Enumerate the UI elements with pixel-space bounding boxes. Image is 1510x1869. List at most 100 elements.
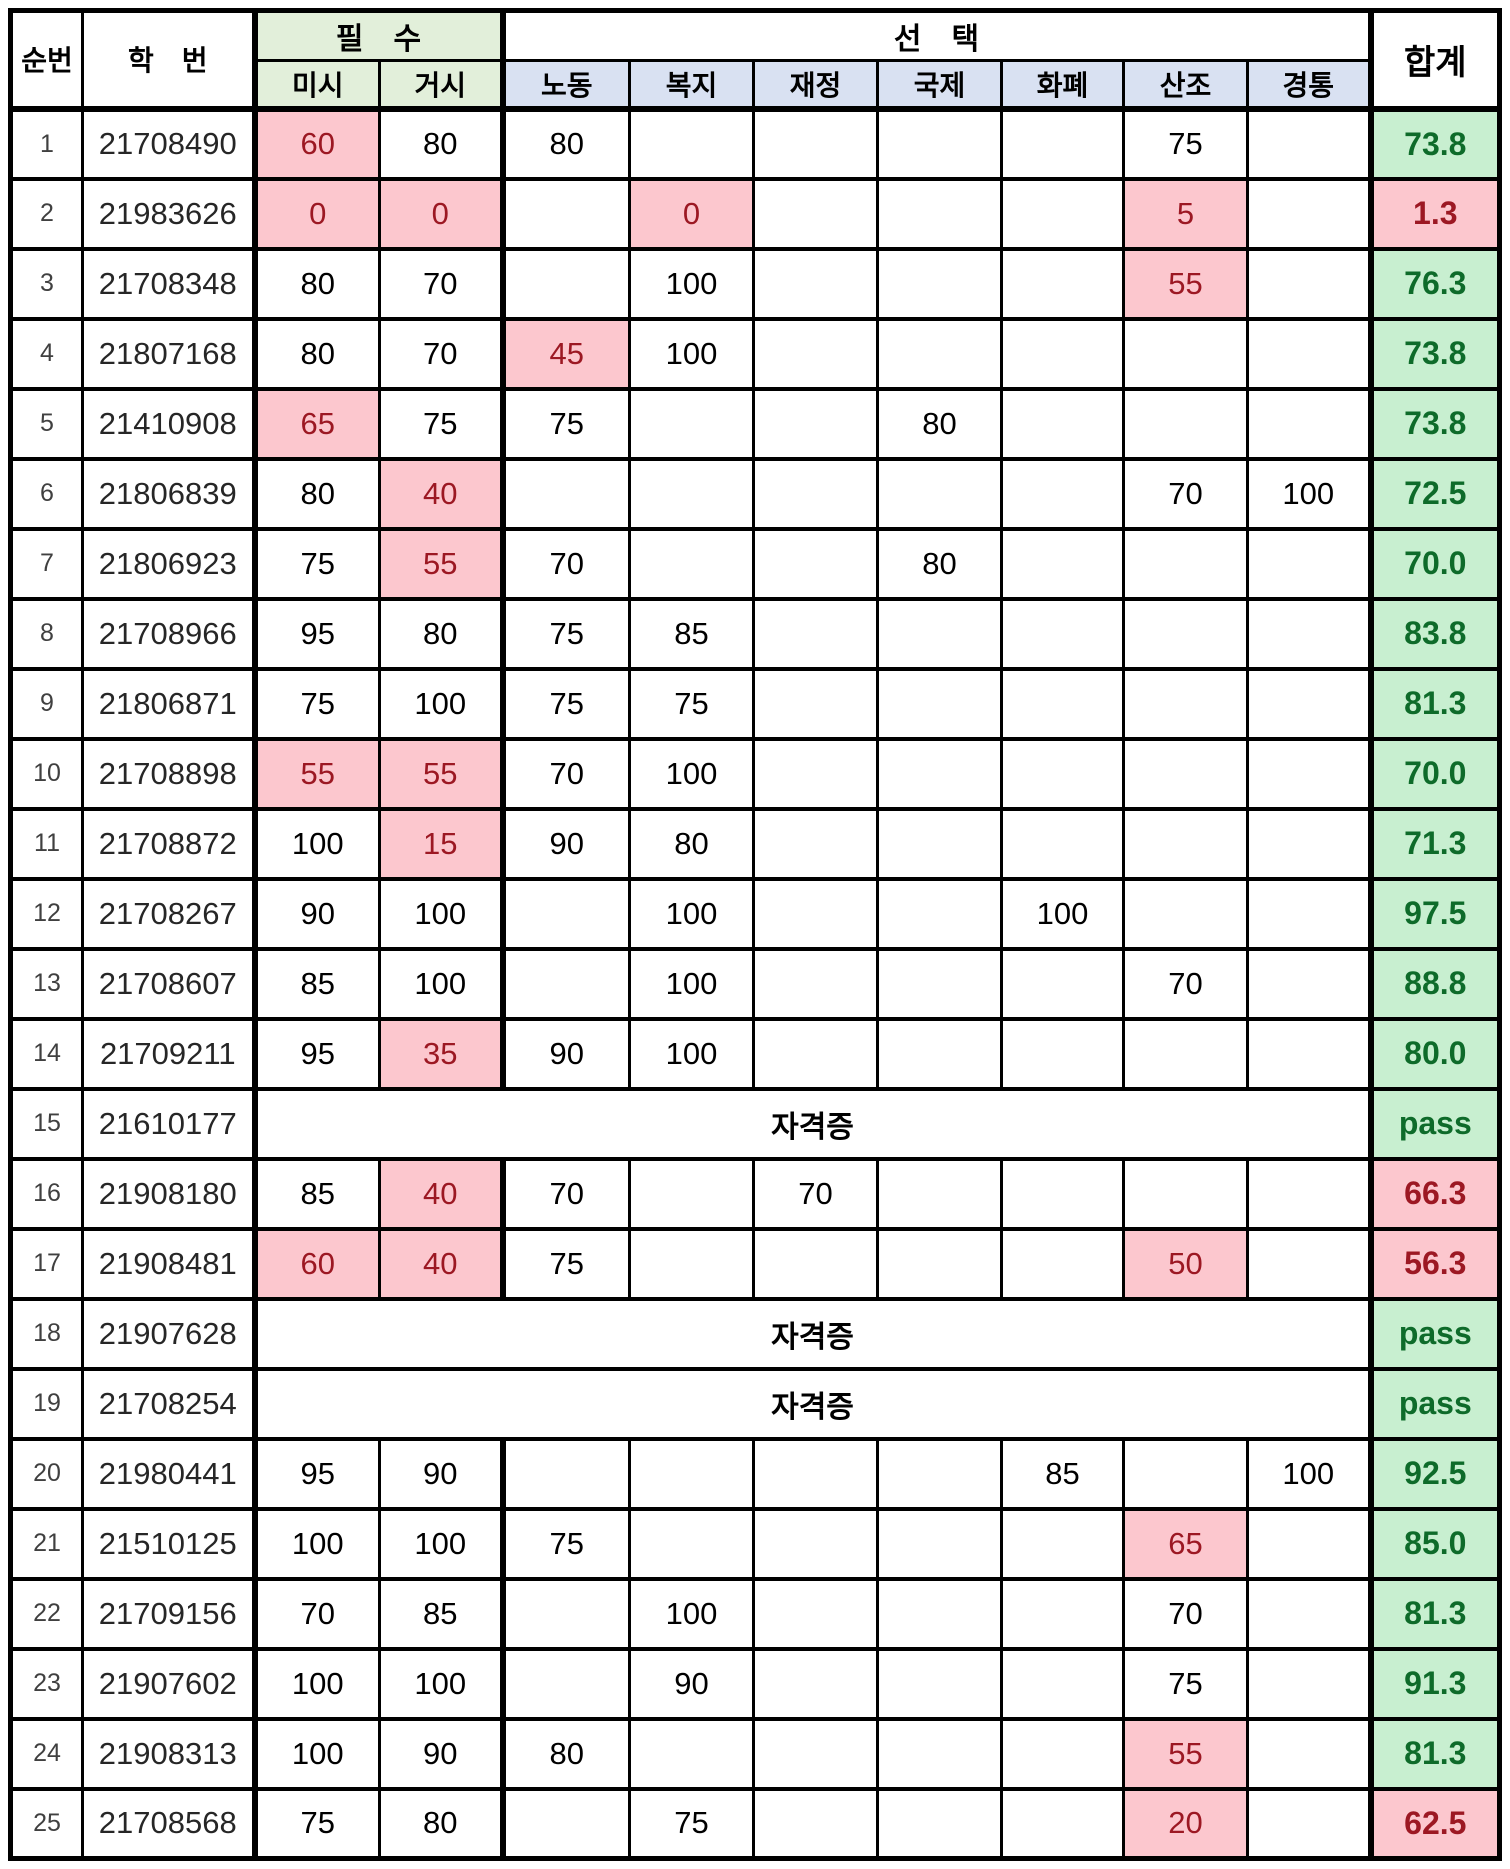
table-row: 11 21708872 100 15 90 80 71.3: [9, 806, 1502, 881]
score-cell: [1246, 316, 1373, 391]
student-id-cell: 21510125: [81, 1506, 256, 1581]
score-cell: [1000, 176, 1126, 251]
row-number-cell: 24: [9, 1716, 84, 1791]
student-id-cell: 21610177: [81, 1086, 256, 1161]
score-cell: [1000, 456, 1126, 531]
score-cell: [1000, 1226, 1126, 1301]
score-cell: 100: [377, 876, 505, 951]
score-cell: [752, 456, 880, 531]
score-cell: [1000, 1576, 1126, 1651]
student-id-cell: 21708267: [81, 876, 256, 951]
score-cell: [1000, 1506, 1126, 1581]
total-cell: 85.0: [1367, 1506, 1502, 1581]
row-number-cell: 19: [9, 1366, 84, 1441]
score-cell: 70: [377, 316, 505, 391]
score-cell: [1246, 386, 1373, 461]
score-cell: [1122, 1436, 1250, 1511]
score-cell: [1000, 105, 1126, 181]
total-cell: 80.0: [1367, 1016, 1502, 1091]
table-row: 5 21410908 65 75 75 80 73.8: [9, 386, 1502, 461]
score-cell: 0: [251, 176, 381, 251]
score-cell: [1000, 386, 1126, 461]
score-cell: [752, 316, 880, 391]
score-cell: 85: [251, 1156, 381, 1231]
score-cell: 85: [628, 596, 756, 671]
total-cell: 83.8: [1367, 596, 1502, 671]
score-cell: [752, 1506, 880, 1581]
total-cell: 56.3: [1367, 1226, 1502, 1301]
score-cell: 70: [251, 1576, 381, 1651]
row-number-cell: 8: [9, 596, 84, 671]
score-cell: 65: [1122, 1506, 1250, 1581]
total-cell: 73.8: [1367, 105, 1502, 181]
score-cell: [752, 1016, 880, 1091]
score-cell: [1246, 1646, 1373, 1721]
score-cell: [752, 1716, 880, 1791]
total-cell: 97.5: [1367, 876, 1502, 951]
score-cell: [752, 1786, 880, 1861]
score-cell: 80: [499, 105, 632, 181]
score-cell: 0: [377, 176, 505, 251]
header-subject-gyeongtong: 경통: [1246, 59, 1373, 110]
score-cell: 100: [628, 946, 756, 1021]
row-number-cell: 7: [9, 526, 84, 601]
score-cell: [876, 1576, 1004, 1651]
row-number-cell: 15: [9, 1086, 84, 1161]
total-cell: 91.3: [1367, 1646, 1502, 1721]
student-id-cell: 21709211: [81, 1016, 256, 1091]
total-cell: 1.3: [1367, 176, 1502, 251]
student-id-cell: 21708872: [81, 806, 256, 881]
score-cell: [628, 1436, 756, 1511]
score-cell: [752, 946, 880, 1021]
table-row: 20 21980441 95 90 85 100 92.5: [9, 1436, 1502, 1511]
total-cell: 71.3: [1367, 806, 1502, 881]
score-cell: [876, 876, 1004, 951]
score-cell: 75: [251, 1786, 381, 1861]
table-row: 13 21708607 85 100 100 70 88.8: [9, 946, 1502, 1021]
score-cell: [752, 876, 880, 951]
row-number-cell: 16: [9, 1156, 84, 1231]
score-cell: 70: [499, 1156, 632, 1231]
score-cell: [1000, 666, 1126, 741]
grades-table: 순번 학 번 필 수 선 택 합계 미시 거시 노동 복지 재정 국제 화폐 산…: [8, 8, 1503, 1861]
score-cell: 100: [377, 1506, 505, 1581]
table-row: 14 21709211 95 35 90 100 80.0: [9, 1016, 1502, 1091]
score-cell: [1246, 176, 1373, 251]
score-cell: 90: [499, 806, 632, 881]
score-cell: 70: [1122, 946, 1250, 1021]
header-subject-hwapye: 화폐: [1000, 59, 1126, 110]
header-elective-group: 선 택: [499, 9, 1373, 62]
score-cell: 100: [628, 246, 756, 321]
student-id-cell: 21983626: [81, 176, 256, 251]
score-cell: 100: [1000, 876, 1126, 951]
header-subject-gukje: 국제: [876, 59, 1004, 110]
header-subject-geosi: 거시: [377, 59, 505, 110]
row-number-cell: 23: [9, 1646, 84, 1721]
score-cell: [752, 806, 880, 881]
header-row-groups: 순번 학 번 필 수 선 택 합계: [9, 9, 1502, 110]
table-row: 7 21806923 75 55 70 80 70.0: [9, 526, 1502, 601]
score-cell: 100: [377, 946, 505, 1021]
header-required-group: 필 수: [251, 9, 505, 62]
header-student-id: 학 번: [81, 9, 256, 110]
row-number-cell: 2: [9, 176, 84, 251]
certificate-cell: 자격증: [251, 1086, 1373, 1161]
score-cell: [876, 1016, 1004, 1091]
score-cell: [1246, 806, 1373, 881]
total-cell: pass: [1367, 1086, 1502, 1161]
header-total: 합계: [1367, 9, 1502, 110]
table-row: 16 21908180 85 40 70 70 66.3: [9, 1156, 1502, 1231]
score-cell: 100: [1246, 456, 1373, 531]
score-cell: [1246, 876, 1373, 951]
total-cell: 62.5: [1367, 1786, 1502, 1861]
score-cell: [1122, 1156, 1250, 1231]
table-row: 18 21907628 자격증 pass: [9, 1296, 1502, 1371]
student-id-cell: 21908481: [81, 1226, 256, 1301]
score-cell: [499, 246, 632, 321]
score-cell: [1246, 596, 1373, 671]
score-cell: [1246, 1576, 1373, 1651]
score-cell: [499, 946, 632, 1021]
score-cell: [876, 246, 1004, 321]
score-cell: 95: [251, 1436, 381, 1511]
score-cell: [752, 386, 880, 461]
